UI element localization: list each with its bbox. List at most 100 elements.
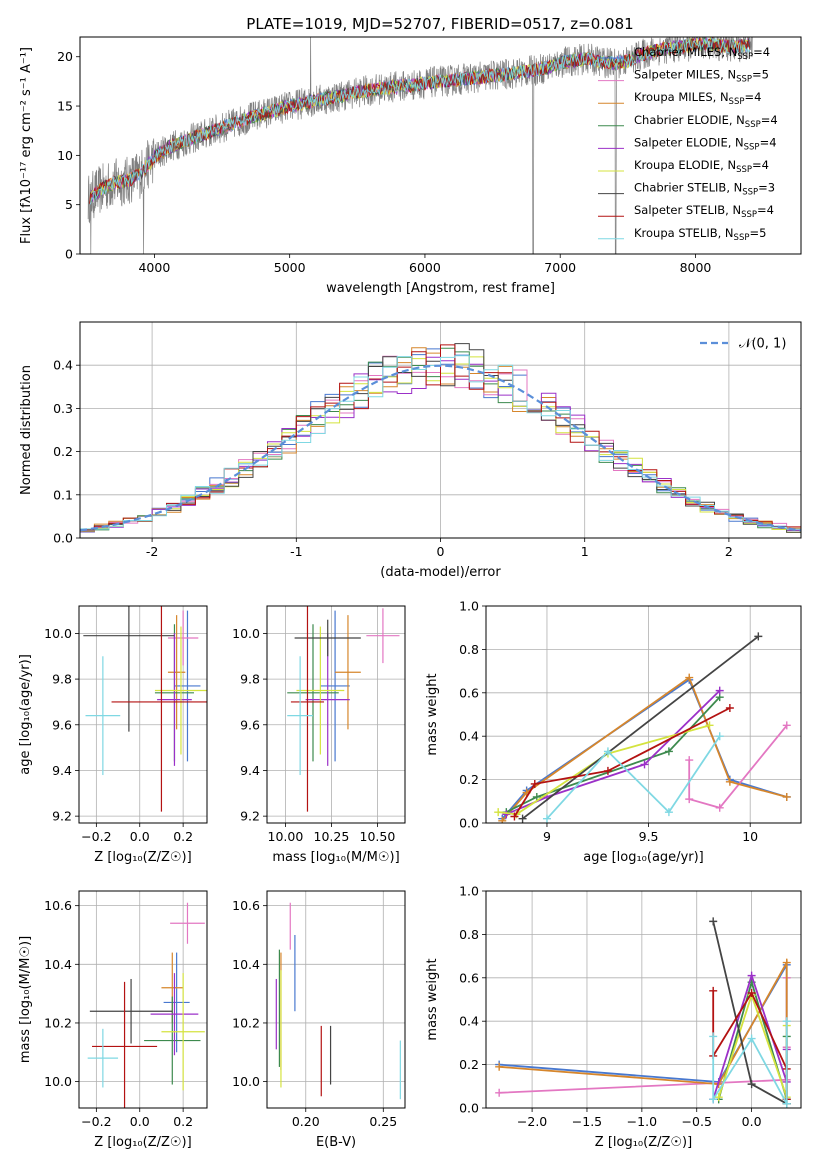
y-tick-label: 0.0: [53, 531, 73, 546]
y-tick-label: 0.0: [459, 816, 479, 831]
weight-marker: [709, 986, 718, 995]
x-tick-label: 0.0: [130, 829, 150, 844]
legend-entry-suffix: =4: [761, 113, 778, 127]
y-tick-label: 9.4: [240, 763, 260, 778]
legend-entry: 𝒩(0, 1): [739, 337, 786, 352]
weight-marker: [747, 1080, 756, 1089]
x-tick-label: 0.2: [173, 829, 193, 844]
y-tick-label: 10.0: [44, 626, 72, 641]
legend-entry-main: Chabrier MILES, N: [634, 45, 737, 59]
legend-entry: Chabrier STELIB, NSSP=3: [634, 181, 775, 198]
weight-marker: [782, 1017, 791, 1026]
y-tick-label: 5: [65, 197, 73, 212]
legend-entry-main: Kroupa MILES, N: [634, 90, 729, 104]
y-tick-label: 0.8: [459, 927, 479, 942]
y-tick-label: 10.4: [232, 957, 260, 972]
normal-reference-curve: [80, 364, 801, 532]
y-tick-label: 9.8: [240, 672, 260, 687]
panel-mass_vs_EBV: 0.20 0.25 10.0 10.2 10.4 10.6 E(B-V): [232, 890, 406, 1150]
legend-entry: Kroupa ELODIE, NSSP=4: [634, 158, 769, 175]
weight-line: [522, 635, 759, 820]
x-tick-label: 6000: [409, 260, 441, 275]
x-tick-label: −0.2: [81, 829, 111, 844]
legend-entry-sub: SSP: [736, 165, 752, 175]
x-axis-label: (data-model)/error: [380, 565, 501, 580]
legend-entry-main: Salpeter STELIB, N: [634, 203, 741, 217]
weight-marker: [747, 988, 756, 997]
legend-entry: Chabrier ELODIE, NSSP=4: [634, 113, 778, 130]
axes-frame: [78, 890, 208, 1109]
y-tick-label: 0.8: [459, 642, 479, 657]
x-axis-label: Z [log₁₀(Z/Z☉)]: [595, 1135, 692, 1150]
weight-marker: [725, 703, 734, 712]
weight-marker: [685, 795, 694, 804]
panel-weight_vs_Z: −2.0 −1.5 −1.0 −0.5 0.0 0.0 0.2 0.4 0.6 0.8 1.0 Z […: [425, 884, 802, 1150]
weight-marker: [782, 958, 791, 967]
y-axis-label: Normed distribution: [19, 365, 34, 495]
panel-mass_vs_Z: −0.2 0.0 0.2 10.0 10.2 10.4 10.6 Z [log₁₀(Z/Z☉)…: [18, 890, 208, 1150]
y-tick-label: 10.0: [232, 626, 260, 641]
x-tick-label: 7000: [544, 260, 576, 275]
weight-marker: [498, 816, 507, 823]
legend-entry: Kroupa STELIB, NSSP=5: [634, 226, 766, 243]
y-tick-label: 1.0: [459, 599, 479, 614]
weight-marker: [664, 808, 673, 817]
x-tick-label: 0.20: [292, 1114, 320, 1129]
x-axis-label: Z [log₁₀(Z/Z☉)]: [94, 850, 191, 865]
legend-entry-main: Chabrier ELODIE, N: [634, 113, 745, 127]
axes-frame: [79, 36, 802, 255]
weight-marker: [754, 632, 763, 641]
weight-marker: [495, 1088, 504, 1097]
x-tick-label: 0.25: [369, 1114, 397, 1129]
legend-entry-suffix: =4: [752, 158, 769, 172]
legend-entry-sub: SSP: [729, 97, 745, 107]
weight-marker: [495, 1062, 504, 1071]
weight-marker: [603, 747, 612, 756]
y-tick-label: 10.4: [44, 957, 72, 972]
y-tick-label: 10.6: [44, 898, 72, 913]
y-axis-label: mass [log₁₀(M/M☉)]: [18, 936, 33, 1063]
x-axis-label: mass [log₁₀(M/M☉)]: [272, 850, 399, 865]
weight-marker: [664, 747, 673, 756]
y-tick-label: 0.1: [53, 487, 73, 502]
x-tick-label: 0.0: [742, 1114, 762, 1129]
weight-marker: [709, 1032, 718, 1041]
weight-line: [546, 735, 721, 820]
weight-line: [513, 707, 731, 817]
legend-entry: Salpeter ELODIE, NSSP=4: [634, 135, 777, 152]
weight-marker: [502, 810, 511, 819]
x-tick-label: 4000: [138, 260, 170, 275]
weight-marker: [640, 760, 649, 769]
legend-entry-main: Salpeter ELODIE, N: [634, 135, 744, 149]
x-tick-label: 0.0: [130, 1114, 150, 1129]
x-axis-label: age [log₁₀(age/yr)]: [583, 850, 704, 865]
weight-marker: [705, 721, 714, 730]
weight-marker: [747, 971, 756, 980]
y-tick-label: 0.6: [459, 685, 479, 700]
x-tick-label: 10.50: [360, 829, 396, 844]
y-tick-label: 10.6: [232, 898, 260, 913]
legend-entry: Salpeter MILES, NSSP=5: [634, 68, 769, 85]
plot-area: [79, 606, 207, 823]
legend-entry-sub: SSP: [734, 233, 750, 243]
legend-entry-sub: SSP: [736, 75, 752, 85]
weight-marker: [542, 814, 551, 823]
weight-line: [498, 724, 710, 816]
x-axis-label: Z [log₁₀(Z/Z☉)]: [94, 1135, 191, 1150]
weight-marker: [715, 732, 724, 741]
weight-marker: [782, 792, 791, 801]
weight-marker: [685, 756, 694, 765]
plot-area: [267, 891, 405, 1108]
y-tick-label: 10.0: [44, 1074, 72, 1089]
weight-marker: [603, 766, 612, 775]
x-tick-label: −0.5: [682, 1114, 712, 1129]
y-tick-label: 9.2: [240, 809, 260, 824]
legend-entry-suffix: =4: [760, 135, 777, 149]
weight-marker: [494, 808, 503, 817]
x-tick-label: −1.5: [572, 1114, 602, 1129]
y-axis-label: age [log₁₀(age/yr)]: [18, 654, 33, 775]
x-tick-label: -2: [146, 544, 158, 559]
panel-weight_vs_age: 9 9.5 10 0.0 0.2 0.4 0.6 0.8 1.0 age [log₁₀(age/y…: [425, 599, 802, 865]
